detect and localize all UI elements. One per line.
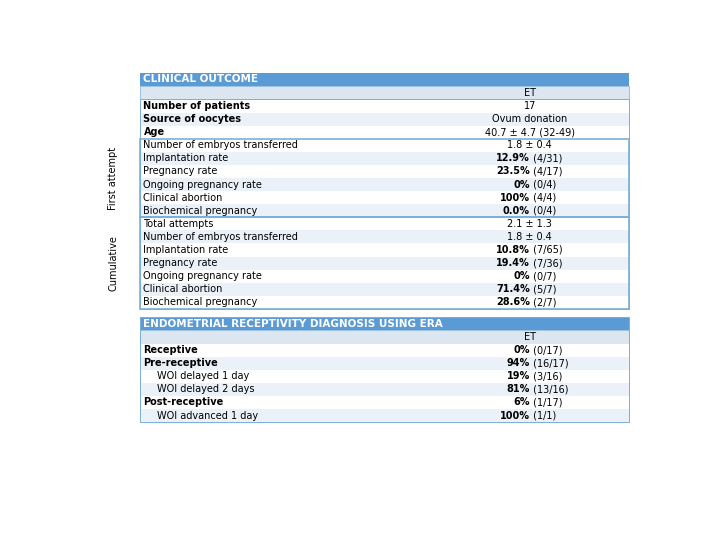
- Text: Source of oocytes: Source of oocytes: [143, 114, 241, 124]
- Bar: [140, 343, 629, 356]
- Text: 81%: 81%: [506, 384, 530, 394]
- Text: 2.1 ± 1.3: 2.1 ± 1.3: [508, 219, 552, 229]
- Bar: [140, 72, 629, 86]
- Bar: [140, 316, 629, 422]
- Text: 0.0%: 0.0%: [503, 206, 530, 215]
- Text: Ovum donation: Ovum donation: [492, 114, 567, 124]
- Text: (4/4): (4/4): [530, 193, 556, 202]
- Text: 28.6%: 28.6%: [496, 298, 530, 307]
- Text: Pregnancy rate: Pregnancy rate: [143, 166, 218, 177]
- Bar: [140, 269, 629, 283]
- Text: (0/17): (0/17): [530, 345, 562, 355]
- Text: (5/7): (5/7): [530, 284, 557, 294]
- Text: Clinical abortion: Clinical abortion: [143, 193, 223, 202]
- Text: Biochemical pregnancy: Biochemical pregnancy: [143, 206, 258, 215]
- Text: 100%: 100%: [500, 193, 530, 202]
- Text: ET: ET: [523, 88, 536, 98]
- Text: Clinical abortion: Clinical abortion: [143, 284, 223, 294]
- Bar: [140, 86, 629, 99]
- Text: Age: Age: [143, 127, 165, 137]
- Text: (1/1): (1/1): [530, 410, 556, 421]
- Bar: [140, 383, 629, 396]
- Text: 1.8 ± 0.4: 1.8 ± 0.4: [508, 232, 552, 242]
- Text: (0/7): (0/7): [530, 271, 556, 281]
- Bar: [140, 217, 629, 309]
- Bar: [140, 112, 629, 126]
- Text: 17: 17: [523, 101, 536, 111]
- Text: WOI delayed 1 day: WOI delayed 1 day: [158, 372, 250, 381]
- Bar: [140, 204, 629, 217]
- Text: (3/16): (3/16): [530, 372, 562, 381]
- Text: Number of embryos transferred: Number of embryos transferred: [143, 232, 298, 242]
- Text: WOI advanced 1 day: WOI advanced 1 day: [158, 410, 258, 421]
- Text: WOI delayed 2 days: WOI delayed 2 days: [158, 384, 255, 394]
- Bar: [140, 256, 629, 269]
- Bar: [140, 139, 629, 217]
- Text: Biochemical pregnancy: Biochemical pregnancy: [143, 298, 258, 307]
- Text: 19%: 19%: [506, 372, 530, 381]
- Text: 23.5%: 23.5%: [496, 166, 530, 177]
- Bar: [140, 99, 629, 112]
- Text: Number of patients: Number of patients: [143, 101, 251, 111]
- Text: 19.4%: 19.4%: [496, 258, 530, 268]
- Bar: [140, 165, 629, 178]
- Bar: [140, 191, 629, 204]
- Bar: [140, 409, 629, 422]
- Text: 0%: 0%: [513, 345, 530, 355]
- Text: ENDOMETRIAL RECEPTIVITY DIAGNOSIS USING ERA: ENDOMETRIAL RECEPTIVITY DIAGNOSIS USING …: [143, 319, 444, 328]
- Text: (13/16): (13/16): [530, 384, 568, 394]
- Text: Ongoing pregnancy rate: Ongoing pregnancy rate: [143, 271, 262, 281]
- Text: (16/17): (16/17): [530, 358, 568, 368]
- Text: Number of embryos transferred: Number of embryos transferred: [143, 140, 298, 150]
- Text: Receptive: Receptive: [143, 345, 198, 355]
- Text: Implantation rate: Implantation rate: [143, 245, 229, 255]
- Text: (0/4): (0/4): [530, 179, 556, 190]
- Text: Implantation rate: Implantation rate: [143, 153, 229, 164]
- Text: Cumulative: Cumulative: [108, 235, 118, 291]
- Bar: [140, 296, 629, 309]
- Text: 71.4%: 71.4%: [496, 284, 530, 294]
- Text: 10.8%: 10.8%: [496, 245, 530, 255]
- Bar: [140, 396, 629, 409]
- Bar: [140, 316, 629, 330]
- Bar: [140, 231, 629, 244]
- Text: Ongoing pregnancy rate: Ongoing pregnancy rate: [143, 179, 262, 190]
- Bar: [140, 178, 629, 191]
- Text: (7/36): (7/36): [530, 258, 562, 268]
- Bar: [140, 99, 629, 309]
- Text: 0%: 0%: [513, 271, 530, 281]
- Text: 40.7 ± 4.7 (32-49): 40.7 ± 4.7 (32-49): [485, 127, 575, 137]
- Text: 1.8 ± 0.4: 1.8 ± 0.4: [508, 140, 552, 150]
- Text: Total attempts: Total attempts: [143, 219, 214, 229]
- Text: 0%: 0%: [513, 179, 530, 190]
- Text: ET: ET: [523, 332, 536, 342]
- Text: CLINICAL OUTCOME: CLINICAL OUTCOME: [143, 75, 258, 84]
- Bar: [140, 139, 629, 152]
- Text: (4/31): (4/31): [530, 153, 562, 164]
- Bar: [140, 126, 629, 139]
- Text: (4/17): (4/17): [530, 166, 562, 177]
- Text: (7/65): (7/65): [530, 245, 562, 255]
- Text: (1/17): (1/17): [530, 397, 562, 408]
- Text: Post-receptive: Post-receptive: [143, 397, 224, 408]
- Text: (0/4): (0/4): [530, 206, 556, 215]
- Text: 94%: 94%: [506, 358, 530, 368]
- Bar: [140, 152, 629, 165]
- Text: 100%: 100%: [500, 410, 530, 421]
- Text: Pre-receptive: Pre-receptive: [143, 358, 218, 368]
- Text: Pregnancy rate: Pregnancy rate: [143, 258, 218, 268]
- Text: First attempt: First attempt: [108, 146, 118, 210]
- Bar: [140, 330, 629, 343]
- Text: 12.9%: 12.9%: [496, 153, 530, 164]
- Text: 6%: 6%: [513, 397, 530, 408]
- Bar: [140, 217, 629, 231]
- Text: (2/7): (2/7): [530, 298, 557, 307]
- Bar: [140, 283, 629, 296]
- Bar: [140, 244, 629, 256]
- Bar: [140, 356, 629, 370]
- Bar: [140, 370, 629, 383]
